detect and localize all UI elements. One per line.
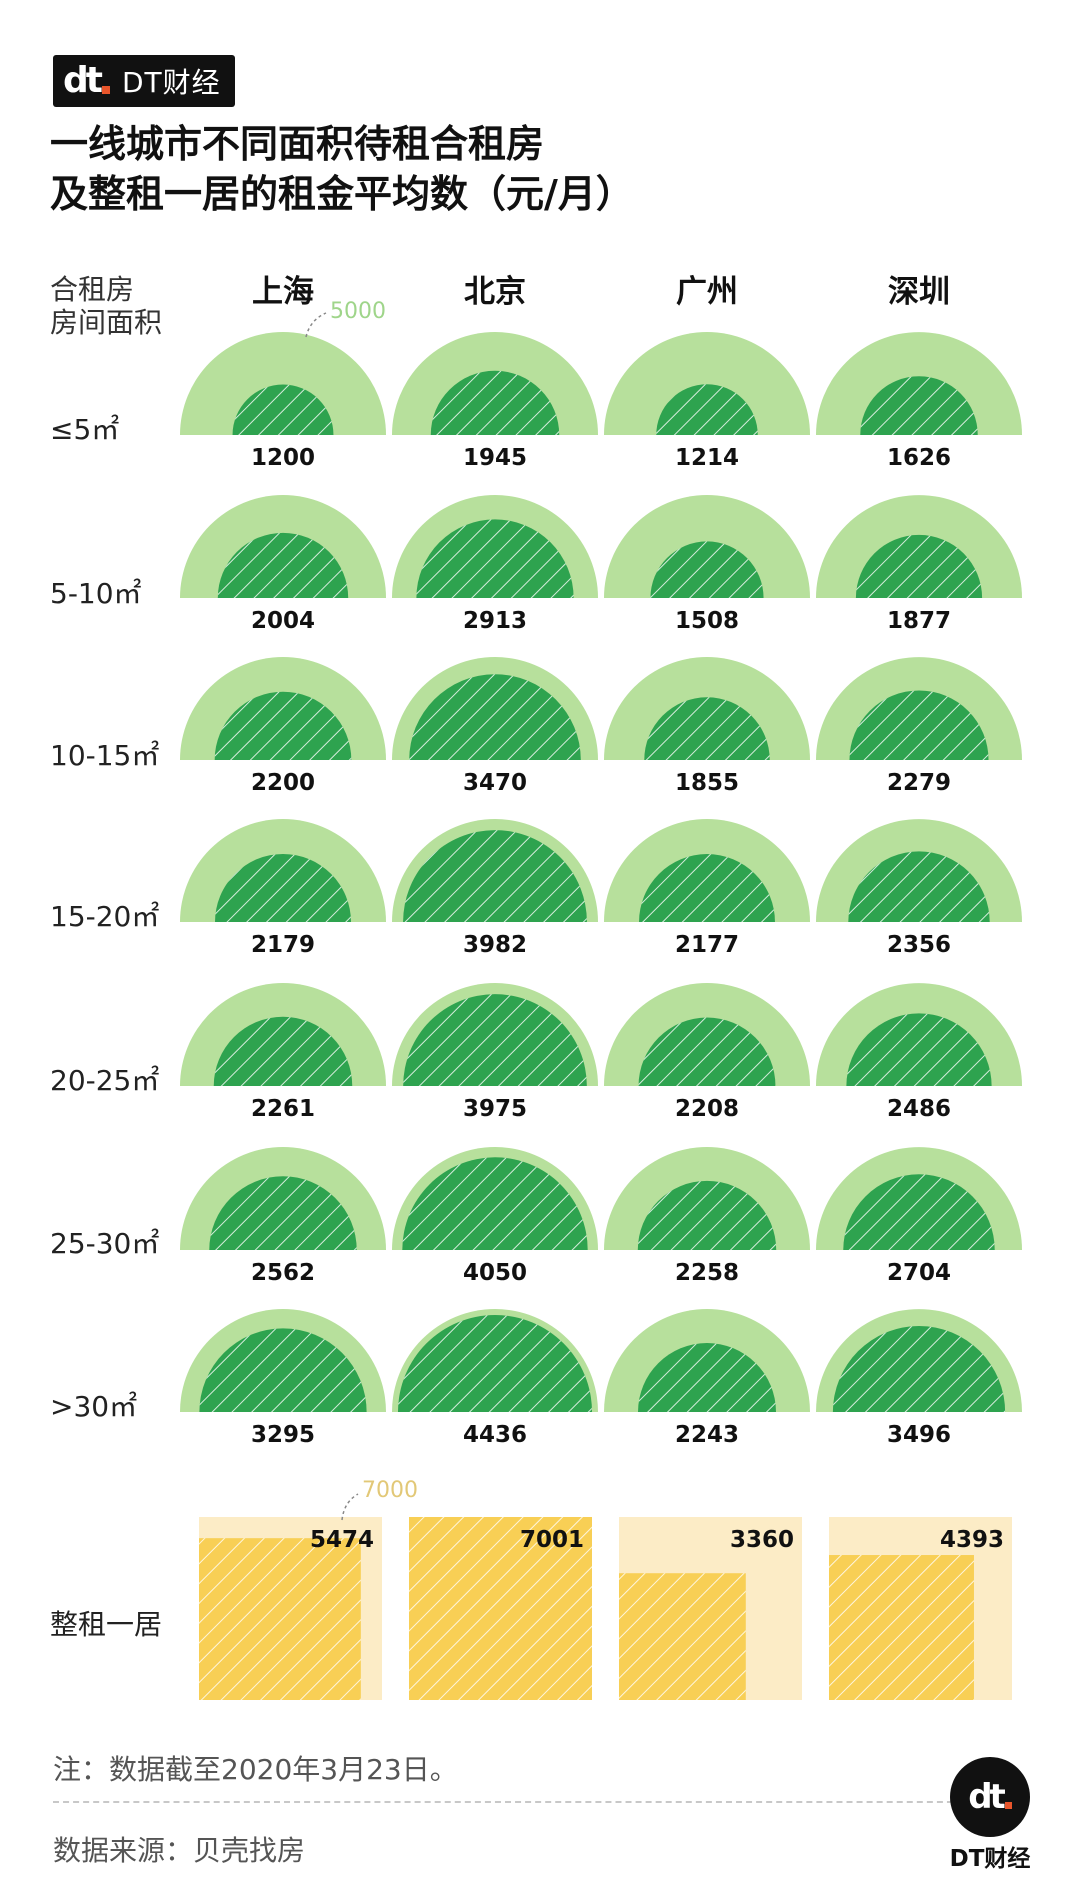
- value-label: 2258: [675, 1260, 739, 1286]
- row-label-4: 20-25㎡: [50, 1064, 160, 1097]
- city-header-shenzhen: 深圳: [888, 274, 950, 310]
- value-label: 2356: [887, 932, 951, 958]
- dt-logo-icon: dt: [63, 63, 110, 99]
- value-label: 2279: [887, 770, 951, 796]
- value-hatch: [409, 1517, 592, 1700]
- value-label: 4436: [463, 1422, 527, 1448]
- value-hatch: [409, 674, 581, 760]
- value-label: 4050: [463, 1260, 527, 1286]
- brand-logo: dt DT财经: [53, 55, 235, 107]
- axis-header-line2: 房间面积: [50, 306, 163, 339]
- value-label: 3496: [887, 1422, 951, 1448]
- row-label-0: ≤5㎡: [50, 413, 120, 446]
- brand-name: DT财经: [121, 66, 221, 99]
- value-label: 2486: [887, 1096, 951, 1122]
- value-label: 1508: [675, 608, 739, 634]
- whole-rent-label: 整租一居: [50, 1608, 163, 1641]
- max-semicircle: [604, 332, 810, 435]
- value-hatch: [848, 851, 990, 922]
- footer-brand-name: DT财经: [949, 1846, 1031, 1872]
- value-hatch: [832, 1325, 1006, 1412]
- value-label: 2704: [887, 1260, 951, 1286]
- scale-label-5000: 5000: [330, 299, 386, 324]
- value-hatch: [650, 541, 764, 598]
- curved-arrow-icon: [341, 1493, 359, 1521]
- value-hatch: [214, 691, 352, 760]
- value-label: 1855: [675, 770, 739, 796]
- value-hatch: [860, 376, 978, 435]
- value-hatch: [619, 1573, 746, 1700]
- value-hatch: [637, 1180, 777, 1250]
- value-label: 2177: [675, 932, 739, 958]
- footnote: 注：数据截至2020年3月23日。: [53, 1753, 458, 1786]
- value-hatch: [430, 370, 560, 435]
- value-hatch: [402, 1157, 588, 1250]
- value-hatch: [217, 532, 349, 598]
- row-label-6: >30㎡: [50, 1390, 138, 1423]
- value-label: 2208: [675, 1096, 739, 1122]
- value-hatch: [416, 519, 574, 598]
- value-hatch: [855, 534, 983, 598]
- value-hatch: [209, 1176, 357, 1250]
- data-source: 数据来源：贝壳找房: [53, 1834, 306, 1867]
- axis-header-line1: 合租房: [50, 273, 135, 306]
- whole-value-label: 4393: [940, 1527, 1004, 1553]
- row-label-1: 5-10㎡: [50, 577, 142, 610]
- city-header-beijing: 北京: [464, 274, 526, 310]
- value-label: 2913: [463, 608, 527, 634]
- value-label: 2562: [251, 1260, 315, 1286]
- value-hatch: [638, 1017, 776, 1086]
- value-hatch: [849, 690, 989, 760]
- value-hatch: [199, 1328, 367, 1412]
- max-semicircle: [180, 332, 386, 435]
- value-label: 1626: [887, 445, 951, 471]
- divider: [53, 1801, 963, 1803]
- value-hatch: [846, 1013, 992, 1086]
- value-hatch: [199, 1538, 361, 1700]
- value-hatch: [232, 384, 334, 435]
- value-hatch: [215, 854, 351, 922]
- row-label-2: 10-15㎡: [50, 739, 160, 772]
- footer-logo-icon: dt: [950, 1757, 1030, 1837]
- city-header-guangzhou: 广州: [676, 274, 738, 310]
- value-hatch: [644, 697, 770, 760]
- value-label: 1877: [887, 608, 951, 634]
- chart-title-line2: 及整租一居的租金平均数（元/月）: [50, 172, 634, 216]
- value-hatch: [403, 830, 587, 922]
- value-label: 2004: [251, 608, 315, 634]
- chart-title-line1: 一线城市不同面积待租合租房: [50, 122, 545, 166]
- value-label: 2179: [251, 932, 315, 958]
- value-label: 3470: [463, 770, 527, 796]
- value-hatch: [829, 1555, 974, 1700]
- row-label-3: 15-20㎡: [50, 900, 160, 933]
- value-label: 3982: [463, 932, 527, 958]
- value-label: 2261: [251, 1096, 315, 1122]
- value-label: 2243: [675, 1422, 739, 1448]
- value-label: 1200: [251, 445, 315, 471]
- value-hatch: [403, 994, 587, 1086]
- value-hatch: [397, 1314, 593, 1412]
- row-label-5: 25-30㎡: [50, 1227, 160, 1260]
- value-hatch: [843, 1174, 995, 1250]
- value-hatch: [638, 1343, 776, 1412]
- whole-value-label: 7001: [520, 1527, 584, 1553]
- value-hatch: [639, 854, 775, 922]
- value-label: 3295: [251, 1422, 315, 1448]
- value-label: 1214: [675, 445, 739, 471]
- city-header-shanghai: 上海: [252, 274, 314, 310]
- value-hatch: [656, 384, 758, 435]
- whole-value-label: 3360: [730, 1527, 794, 1553]
- value-label: 2200: [251, 770, 315, 796]
- curved-arrow-icon: [305, 312, 327, 338]
- value-hatch: [213, 1016, 353, 1086]
- whole-value-label: 5474: [310, 1527, 374, 1553]
- value-label: 1945: [463, 445, 527, 471]
- scale-label-7000: 7000: [362, 1478, 418, 1503]
- value-label: 3975: [463, 1096, 527, 1122]
